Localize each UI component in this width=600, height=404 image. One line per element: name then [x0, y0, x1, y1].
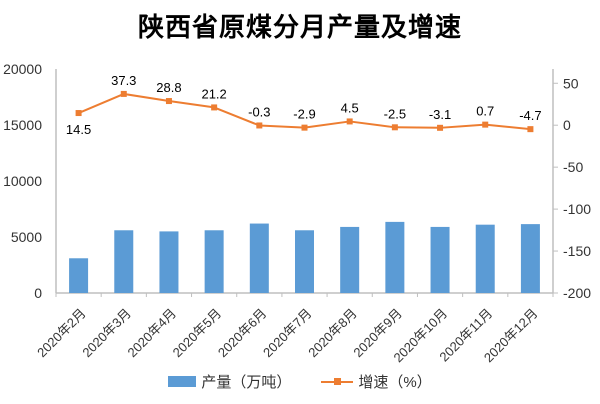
- data-label: 21.2: [201, 86, 226, 101]
- data-label: 0.7: [476, 104, 494, 119]
- y-right-tick-label: -200: [563, 285, 591, 301]
- chart-title: 陕西省原煤分月产量及增速: [137, 13, 462, 42]
- line-marker-2020年4月: [165, 98, 172, 105]
- y-right-tick-label: 50: [563, 75, 579, 91]
- line-marker-2020年10月: [437, 124, 444, 131]
- bar-2020年6月: [249, 223, 269, 293]
- bar-2020年5月: [204, 230, 224, 293]
- y-right-tick-label: 0: [563, 117, 571, 133]
- bar-2020年8月: [340, 226, 360, 293]
- legend: 产量（万吨） 增速（%）: [0, 371, 600, 392]
- legend-item-production: 产量（万吨）: [168, 371, 291, 392]
- line-marker-2020年5月: [211, 104, 218, 111]
- line-marker-2020年11月: [482, 121, 489, 128]
- bar-2020年10月: [430, 226, 450, 293]
- y-right-tick-label: -100: [563, 201, 591, 217]
- line-marker-2020年9月: [391, 124, 398, 131]
- y-left-tick-label: 20000: [3, 61, 42, 77]
- bar-swatch-icon: [168, 376, 197, 387]
- bar-2020年4月: [159, 231, 179, 293]
- bar-2020年7月: [295, 230, 314, 293]
- bar-2020年2月: [69, 258, 89, 293]
- y-left-tick-label: 0: [34, 285, 42, 301]
- y-left-tick-label: 10000: [3, 173, 42, 189]
- y-left-tick-label: 5000: [11, 229, 42, 245]
- bar-2020年11月: [475, 224, 495, 293]
- data-label: 4.5: [341, 100, 359, 115]
- data-label: -3.1: [429, 107, 451, 122]
- line-marker-2020年3月: [120, 90, 127, 97]
- data-label: -0.3: [248, 104, 270, 119]
- y-right-tick-label: -50: [563, 159, 583, 175]
- line-marker-2020年8月: [346, 118, 353, 125]
- y-left-tick-label: 15000: [3, 117, 42, 133]
- line-marker-2020年2月: [75, 110, 82, 117]
- y-right-tick-label: -150: [563, 243, 591, 259]
- data-label: 37.3: [111, 73, 136, 88]
- legend-label-growth: 增速（%）: [358, 374, 432, 391]
- data-label: 14.5: [66, 122, 91, 137]
- line-swatch-marker: [334, 378, 342, 385]
- data-label: -2.5: [384, 106, 406, 121]
- line-marker-2020年6月: [256, 122, 263, 129]
- legend-label-production: 产量（万吨）: [201, 374, 292, 391]
- data-label: -2.9: [293, 107, 315, 122]
- line-swatch-icon: [321, 377, 354, 386]
- line-marker-2020年12月: [527, 126, 534, 133]
- bar-2020年9月: [385, 221, 405, 293]
- bar-2020年12月: [520, 224, 540, 293]
- data-label: -4.7: [519, 108, 541, 123]
- bar-2020年3月: [114, 230, 134, 293]
- line-marker-2020年7月: [301, 124, 308, 131]
- data-label: 28.8: [156, 80, 181, 95]
- legend-item-growth: 增速（%）: [321, 371, 432, 392]
